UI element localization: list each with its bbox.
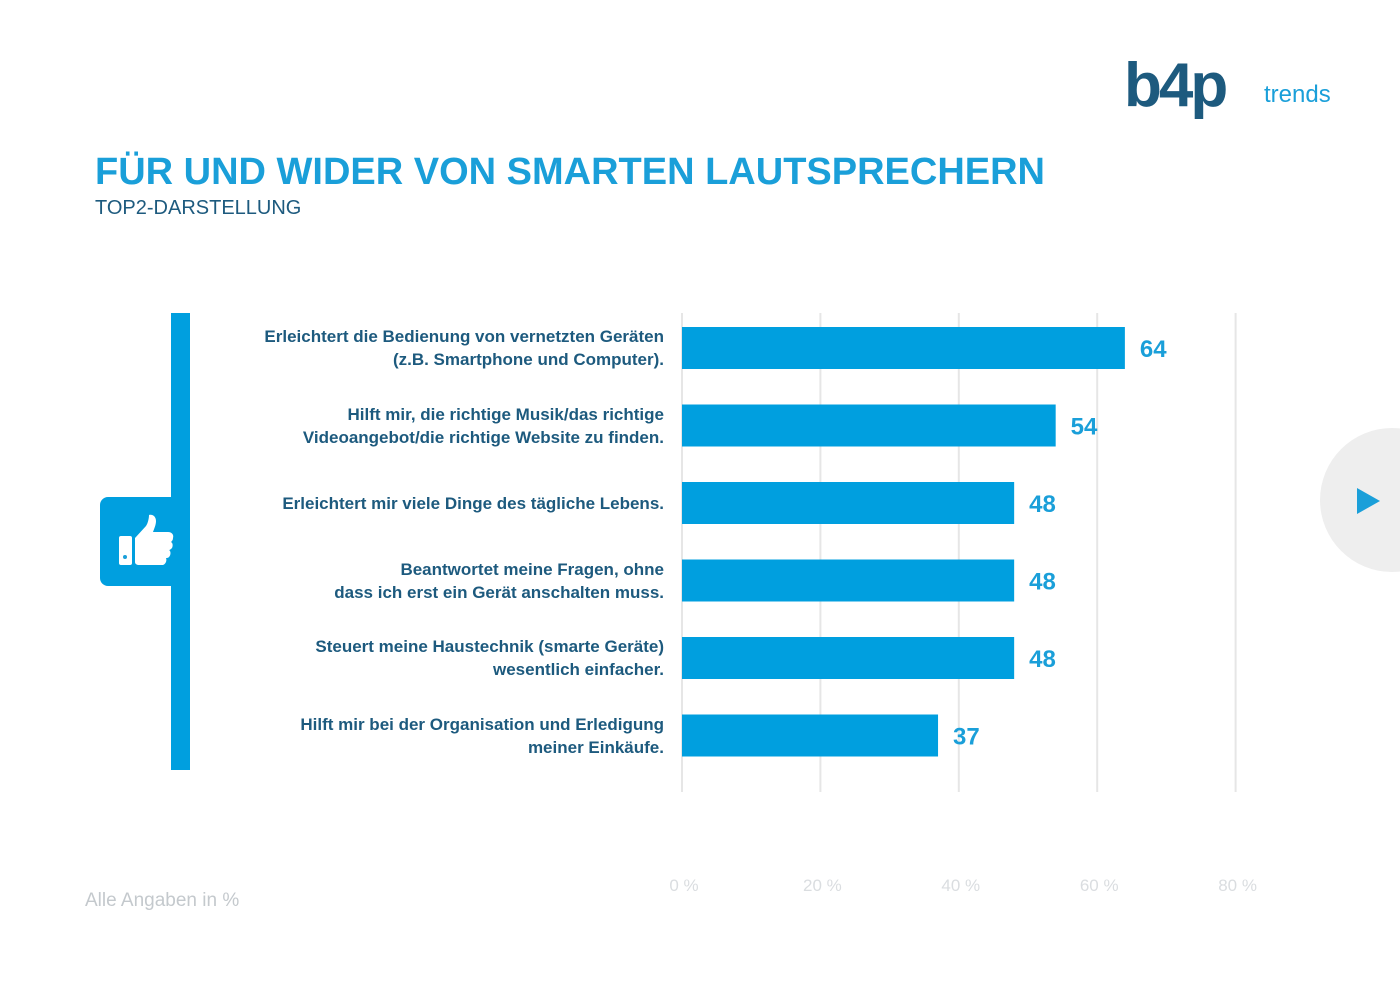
category-label-line: Videoangebot/die richtige Website zu fin… <box>302 427 664 447</box>
bar <box>682 482 1015 524</box>
data-label: 48 <box>1029 491 1056 518</box>
bar <box>682 637 1015 679</box>
category-label-line: Steuert meine Haustechnik (smarte Geräte… <box>315 637 664 656</box>
x-tick-label: 20 % <box>803 876 842 895</box>
category-label-line: meiner Einkäufe. <box>527 737 664 757</box>
x-tick-label: 60 % <box>1079 876 1119 895</box>
category-label: Beantwortet meine Fragen, ohne dass ich e… <box>190 558 664 604</box>
bar <box>682 559 1015 602</box>
category-label: Hilft mir bei der Organisation und Erled… <box>190 713 664 759</box>
bar <box>682 404 1056 447</box>
data-label: 64 <box>1140 336 1167 363</box>
x-tick-label: 80 % <box>1218 876 1257 895</box>
footer-note: Alle Angaben in % <box>85 890 240 911</box>
category-label-line: Hilft mir bei der Organisation und Erled… <box>300 714 664 734</box>
category-label-line: Hilft mir, die richtige Musik/das richti… <box>347 404 664 424</box>
play-arrow-icon[interactable] <box>1357 488 1380 514</box>
chart-subtitle: TOP2-DARSTELLUNG <box>95 197 302 219</box>
category-label: Hilft mir, die richtige Musik/das richti… <box>190 403 664 449</box>
thumbs-up-icon <box>119 514 174 565</box>
category-label-line: Beantwortet meine Fragen, ohne <box>400 559 664 579</box>
category-label-line: Erleichtert die Bedienung von vernetzten… <box>264 327 664 346</box>
thumbs-up-badge <box>100 497 190 586</box>
data-label: 48 <box>1029 569 1056 596</box>
x-tick-label: 40 % <box>941 876 981 895</box>
chart-title: FÜR UND WIDER VON SMARTEN LAUTSPRECHERN <box>95 151 1045 193</box>
logo-wordmark: b4p <box>1124 51 1228 120</box>
category-label: Erleichtert mir viele Dinge des tägliche… <box>190 492 664 515</box>
category-label-line: Erleichtert mir viele Dinge des tägliche… <box>282 493 664 513</box>
category-label-line: wesentlich einfacher. <box>492 660 664 679</box>
category-label-line: dass ich erst ein Gerät anschalten muss. <box>334 582 664 602</box>
data-label: 54 <box>1071 414 1098 441</box>
logo-subtext: trends <box>1264 81 1331 108</box>
bar <box>682 327 1125 369</box>
category-label: Erleichtert die Bedienung von vernetzten… <box>190 325 664 371</box>
data-label: 48 <box>1029 646 1056 673</box>
x-tick-label: 0 % <box>669 876 699 895</box>
category-label-line: (z.B. Smartphone und Computer). <box>392 350 664 369</box>
bar <box>682 714 939 757</box>
data-label: 37 <box>953 724 980 751</box>
category-label: Steuert meine Haustechnik (smarte Geräte… <box>190 635 664 681</box>
